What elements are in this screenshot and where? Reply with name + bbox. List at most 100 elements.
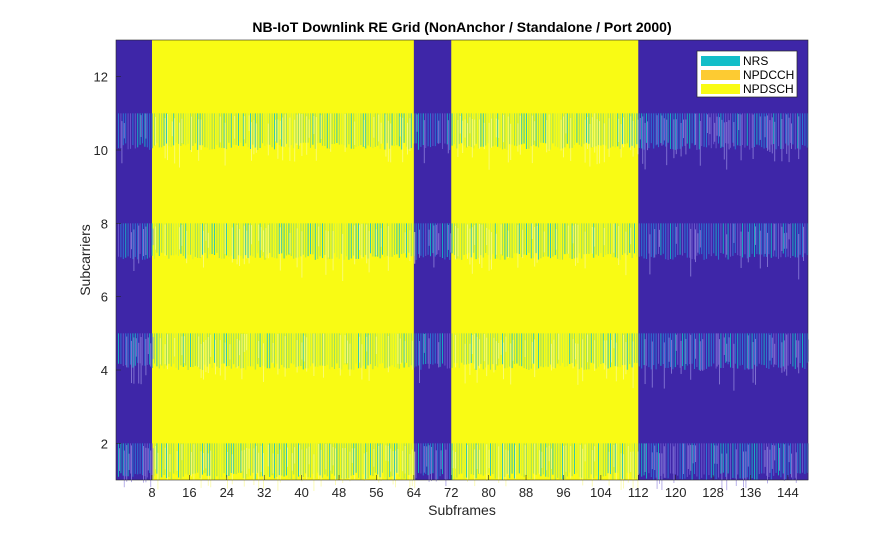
nrs-mark	[696, 113, 698, 150]
nrs-mark	[756, 333, 758, 367]
nrs-mark	[314, 443, 316, 479]
re-mark	[375, 336, 377, 354]
nrs-mark	[588, 443, 590, 479]
nrs-mark	[269, 223, 271, 253]
nrs-mark	[566, 113, 568, 144]
nrs-mark	[658, 333, 659, 364]
nrs-mark	[679, 113, 681, 149]
nrs-mark	[511, 223, 513, 259]
nrs-mark	[782, 113, 784, 149]
re-mark	[716, 333, 718, 367]
nrs-mark	[283, 113, 285, 147]
nrs-mark	[281, 333, 283, 365]
nrs-mark	[624, 223, 626, 254]
nrs-mark	[677, 443, 679, 476]
re-mark	[632, 451, 634, 489]
nrs-mark	[595, 223, 597, 255]
nrs-mark	[506, 333, 508, 368]
re-mark	[301, 342, 303, 360]
re-mark	[639, 117, 641, 140]
nrs-mark	[312, 223, 314, 255]
re-mark	[570, 446, 572, 479]
re-mark	[498, 119, 500, 138]
nrs-mark	[540, 333, 542, 367]
nrs-mark	[286, 443, 287, 476]
nrs-mark	[523, 333, 525, 369]
re-mark	[272, 342, 274, 364]
nrs-mark	[170, 443, 172, 480]
nrs-mark	[302, 443, 304, 477]
nrs-mark	[518, 223, 520, 254]
nrs-mark	[552, 443, 554, 475]
re-mark	[630, 227, 632, 245]
nrs-mark	[516, 113, 518, 147]
re-mark	[203, 230, 204, 268]
nrs-mark	[379, 443, 381, 478]
re-mark	[263, 453, 264, 489]
nrs-mark	[149, 333, 151, 365]
nrs-mark	[766, 333, 767, 368]
re-mark	[531, 341, 533, 364]
nrs-mark	[120, 443, 122, 474]
nrs-mark	[302, 223, 304, 255]
nrs-mark	[346, 333, 347, 365]
nrs-mark	[324, 333, 326, 366]
nrs-mark	[523, 443, 525, 478]
nrs-mark	[305, 443, 307, 474]
re-mark	[699, 341, 701, 372]
nrs-mark	[756, 223, 758, 255]
nrs-mark	[773, 223, 775, 257]
nrs-mark	[742, 223, 743, 258]
nrs-mark	[300, 333, 302, 367]
nrs-mark	[535, 113, 537, 147]
nrs-mark	[295, 223, 297, 258]
re-mark	[567, 225, 569, 254]
re-mark	[673, 119, 675, 159]
re-mark	[143, 229, 144, 257]
re-mark	[457, 228, 459, 257]
nrs-mark	[713, 443, 715, 477]
re-mark	[551, 343, 552, 371]
nrs-mark	[418, 223, 419, 255]
nrs-mark	[122, 443, 124, 476]
nrs-mark	[722, 333, 724, 368]
nrs-mark	[331, 113, 333, 145]
re-mark	[546, 447, 548, 471]
nrs-mark	[324, 113, 326, 146]
re-mark	[752, 114, 754, 160]
nrs-mark	[430, 443, 431, 474]
nrs-mark	[658, 223, 659, 254]
nrs-mark	[444, 113, 446, 144]
re-mark	[205, 339, 207, 373]
re-mark	[755, 338, 756, 385]
nrs-mark	[526, 443, 527, 476]
re-mark	[733, 122, 735, 147]
re-mark	[623, 454, 624, 489]
re-mark	[505, 336, 507, 352]
nrs-mark	[401, 113, 403, 150]
nrs-mark	[216, 223, 218, 253]
re-mark	[690, 444, 692, 471]
re-mark	[488, 122, 490, 170]
nrs-mark	[761, 333, 763, 365]
nrs-mark	[720, 443, 722, 474]
re-mark	[450, 233, 452, 253]
re-mark	[572, 339, 574, 369]
nrs-mark	[430, 113, 431, 148]
re-mark	[493, 337, 495, 373]
re-mark	[203, 453, 204, 471]
nrs-mark	[636, 443, 638, 480]
nrs-mark	[408, 333, 410, 368]
nrs-mark	[355, 223, 357, 259]
re-mark	[630, 116, 632, 151]
nrs-mark	[245, 223, 247, 256]
re-mark	[582, 448, 584, 486]
nrs-mark	[679, 333, 681, 368]
nrs-mark	[511, 113, 513, 145]
re-mark	[721, 119, 723, 147]
nrs-mark	[672, 333, 674, 370]
re-mark	[272, 453, 274, 474]
re-mark	[637, 451, 639, 489]
nrs-mark	[725, 113, 727, 144]
nrs-mark	[120, 223, 122, 258]
